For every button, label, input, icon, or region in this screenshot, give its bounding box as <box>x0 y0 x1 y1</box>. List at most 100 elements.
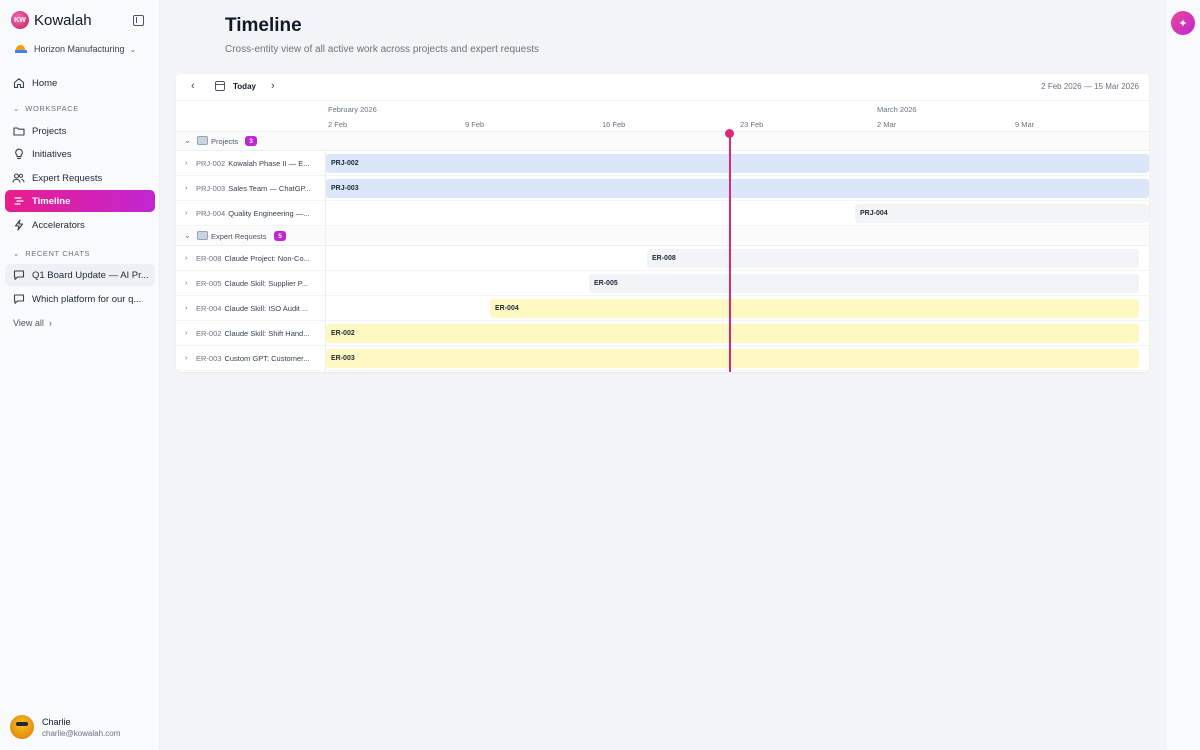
row-title: Custom GPT: Customer... <box>224 354 310 363</box>
chat-item-q1-board-update[interactable]: Q1 Board Update — AI Pr... <box>5 264 155 286</box>
row-title: Claude Project: Non-Co... <box>224 254 310 263</box>
recent-chats-section-label[interactable]: ⌄ RECENT CHATS <box>13 249 91 258</box>
sidebar-collapse-icon[interactable] <box>133 15 144 26</box>
home-icon <box>12 77 25 90</box>
timeline-row[interactable]: › PRJ-002 Kowalah Phase II — E... PRJ-002 <box>176 151 1149 176</box>
timeline-icon <box>12 195 25 208</box>
ai-assistant-sparkle-icon[interactable]: ✦ <box>1171 11 1195 35</box>
row-code: PRJ-004 <box>196 209 226 218</box>
nav-initiatives-label: Initiatives <box>32 148 72 160</box>
row-code: PRJ-003 <box>196 184 226 193</box>
right-rail: ✦ <box>1165 0 1200 750</box>
nav-home[interactable]: Home <box>5 72 155 94</box>
group-row-projects[interactable]: ⌄ Projects 3 <box>176 132 1149 151</box>
today-marker-line <box>729 133 731 372</box>
chevron-right-icon[interactable]: › <box>185 278 188 287</box>
nav-accelerators-label: Accelerators <box>32 219 85 231</box>
timeline-bar[interactable]: ER-003 <box>326 349 1139 368</box>
row-code: PRJ-002 <box>196 159 226 168</box>
nav-projects-label: Projects <box>32 125 67 137</box>
count-badge: 5 <box>274 231 286 241</box>
row-code: ER-004 <box>196 304 222 313</box>
chevron-down-icon[interactable]: ⌄ <box>184 136 191 145</box>
chat-item-which-platform[interactable]: Which platform for our q... <box>5 288 155 310</box>
chevron-down-icon[interactable]: ⌄ <box>184 231 191 240</box>
timeline-row[interactable]: › ER-003 Custom GPT: Customer... ER-003 <box>176 346 1149 371</box>
week-label: 2 Feb <box>328 120 348 129</box>
timeline-row[interactable]: › PRJ-004 Quality Engineering —... PRJ-00… <box>176 201 1149 226</box>
calendar-icon[interactable] <box>215 81 225 91</box>
timeline-bar[interactable]: PRJ-004 <box>855 204 1149 223</box>
row-code: ER-002 <box>196 329 222 338</box>
count-badge: 3 <box>245 136 257 146</box>
brand-name: Kowalah <box>34 11 92 29</box>
nav-projects[interactable]: Projects <box>5 120 155 142</box>
timeline-bar[interactable]: PRJ-002 <box>326 154 1149 173</box>
timeline-bar[interactable]: ER-004 <box>490 299 1139 318</box>
week-label: 16 Feb <box>602 120 626 129</box>
chat-item-label: Q1 Board Update — AI Pr... <box>32 269 149 281</box>
document-icon <box>197 231 208 240</box>
nav-expert-requests[interactable]: Expert Requests <box>5 167 155 189</box>
timeline-row[interactable]: › ER-005 Claude Skill: Supplier P... ER-0… <box>176 271 1149 296</box>
view-all-chats-link[interactable]: View all › <box>13 318 52 328</box>
timeline-bar[interactable]: ER-002 <box>326 324 1139 343</box>
brand[interactable]: KW Kowalah <box>11 11 92 29</box>
today-marker-dot <box>725 129 734 138</box>
chevron-right-icon[interactable]: › <box>185 183 188 192</box>
nav-initiatives[interactable]: Initiatives <box>5 143 155 165</box>
date-range: 2 Feb 2026 — 15 Mar 2026 <box>1041 82 1139 91</box>
timeline-toolbar: ‹ Today › 2 Feb 2026 — 15 Mar 2026 <box>176 74 1149 100</box>
group-label: Expert Requests <box>211 232 267 241</box>
folder-icon <box>197 136 208 145</box>
chevron-right-icon[interactable]: › <box>185 253 188 262</box>
row-title: Quality Engineering —... <box>228 209 310 218</box>
row-title: Kowalah Phase II — E... <box>228 159 310 168</box>
nav-timeline-label: Timeline <box>32 195 71 207</box>
timeline-row[interactable]: › ER-004 Claude Skill: ISO Audit ... ER-0… <box>176 296 1149 321</box>
timeline-bar[interactable]: PRJ-003 <box>326 179 1149 198</box>
page-subtitle: Cross-entity view of all active work acr… <box>225 44 540 55</box>
week-label: 9 Mar <box>1015 120 1035 129</box>
chevron-left-icon[interactable]: ‹ <box>191 80 195 92</box>
row-title: Claude Skill: Supplier P... <box>224 279 309 288</box>
chevron-down-icon: ⌄ <box>129 44 137 54</box>
chevron-right-icon[interactable]: › <box>185 353 188 362</box>
timeline-row[interactable]: › ER-002 Claude Skill: Shift Hand... ER-0… <box>176 321 1149 346</box>
today-button[interactable]: Today <box>233 82 256 91</box>
user-profile[interactable]: Charlie charlie@kowalah.com <box>10 715 120 739</box>
month-label: February 2026 <box>328 105 377 114</box>
label-column-divider <box>325 151 326 372</box>
page-title: Timeline <box>225 15 302 36</box>
org-switcher[interactable]: Horizon Manufacturing ⌄ <box>15 44 136 54</box>
week-label: 23 Feb <box>740 120 764 129</box>
row-code: ER-005 <box>196 279 222 288</box>
chevron-right-icon[interactable]: › <box>271 80 275 92</box>
chat-bubble-icon <box>12 269 25 282</box>
timeline-card: ‹ Today › 2 Feb 2026 — 15 Mar 2026 Febru… <box>176 74 1149 372</box>
chevron-right-icon[interactable]: › <box>185 303 188 312</box>
chevron-right-icon[interactable]: › <box>185 208 188 217</box>
timeline-bar[interactable]: ER-005 <box>589 274 1139 293</box>
chevron-right-icon[interactable]: › <box>185 328 188 337</box>
timeline-header: February 2026 March 2026 2 Feb 9 Feb 16 … <box>176 100 1149 132</box>
workspace-section-label[interactable]: ⌄ WORKSPACE <box>13 104 79 113</box>
kowalah-logo-icon: KW <box>11 11 29 29</box>
user-name: Charlie <box>42 716 71 727</box>
org-logo-icon <box>15 44 27 54</box>
chevron-right-icon[interactable]: › <box>185 158 188 167</box>
avatar <box>10 715 34 739</box>
month-label: March 2026 <box>877 105 917 114</box>
timeline-bar[interactable]: ER-008 <box>647 249 1139 268</box>
chat-bubble-icon <box>12 293 25 306</box>
timeline-row[interactable]: › PRJ-003 Sales Team — ChatGP... PRJ-003 <box>176 176 1149 201</box>
nav-accelerators[interactable]: Accelerators <box>5 214 155 236</box>
org-name: Horizon Manufacturing <box>34 44 125 54</box>
nav-timeline[interactable]: Timeline <box>5 190 155 212</box>
group-row-expert-requests[interactable]: ⌄ Expert Requests 5 <box>176 227 1149 246</box>
folder-icon <box>12 125 25 138</box>
users-icon <box>12 172 25 185</box>
row-title: Claude Skill: Shift Hand... <box>224 329 310 338</box>
row-code: ER-003 <box>196 354 222 363</box>
timeline-row[interactable]: › ER-008 Claude Project: Non-Co... ER-008 <box>176 246 1149 271</box>
